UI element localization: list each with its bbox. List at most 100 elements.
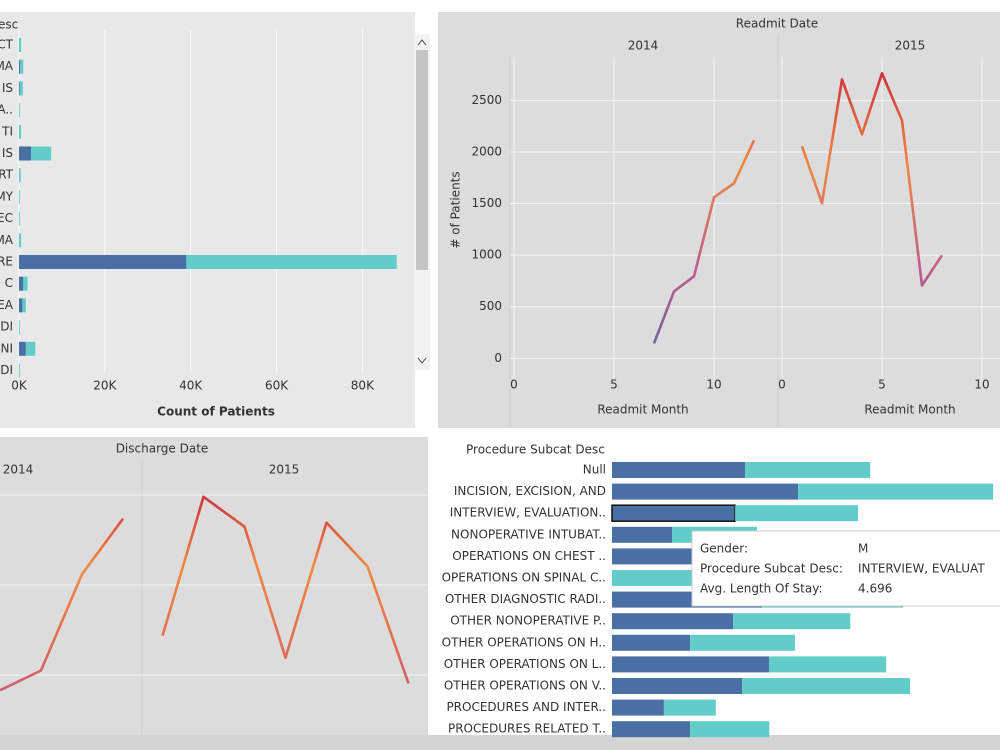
bar[interactable] [19, 320, 20, 335]
bar[interactable] [742, 678, 911, 694]
bar[interactable] [25, 341, 36, 356]
line [800, 72, 944, 287]
bottom-scrollbar[interactable] [0, 735, 1000, 750]
scroll-down[interactable] [417, 357, 427, 364]
category-label: OPERATIONS ON CHEST .. [452, 549, 606, 563]
tooltip-label: Gender: [700, 542, 748, 556]
scrollbar-thumb[interactable] [416, 50, 428, 270]
x-tick-label: 60K [265, 379, 289, 393]
bar[interactable] [690, 634, 795, 651]
bar[interactable] [690, 721, 770, 738]
category-label: PROCEDURES RELATED T.. [448, 722, 606, 736]
category-label: Null [583, 463, 606, 477]
x-axis-title: Readmit Month [864, 403, 955, 417]
x-axis-title: Count of Patients [157, 405, 275, 419]
x-tick-label: 5 [610, 378, 618, 392]
bar[interactable] [798, 483, 994, 500]
y-axis-title: # of Patients [449, 171, 463, 248]
y-tick-label: 2000 [471, 144, 502, 158]
bar[interactable] [19, 103, 20, 118]
category-label: DI [0, 320, 13, 334]
bar[interactable] [733, 613, 851, 630]
chart-title: esc [0, 18, 18, 32]
category-label: MA [0, 233, 14, 247]
bar[interactable] [612, 678, 743, 694]
panel-bg [438, 12, 1000, 428]
bar[interactable] [19, 298, 23, 313]
bar[interactable] [19, 233, 22, 248]
x-tick-label: 10 [974, 378, 989, 392]
x-tick-label: 0 [778, 378, 786, 392]
x-tick-label: 80K [351, 379, 375, 393]
x-tick-label: 10 [706, 378, 721, 392]
bar[interactable] [612, 656, 770, 673]
scroll-up[interactable] [417, 39, 427, 46]
line [0, 517, 125, 692]
x-tick-label: 20K [93, 379, 117, 393]
bar[interactable] [19, 211, 20, 226]
y-tick-label: 2500 [471, 93, 502, 107]
bar[interactable] [745, 462, 871, 478]
bar[interactable] [612, 548, 692, 565]
bar[interactable] [19, 168, 21, 183]
bar[interactable] [19, 276, 24, 291]
x-tick-label: 0K [11, 379, 28, 393]
bar[interactable] [19, 81, 23, 96]
bar[interactable] [19, 124, 22, 139]
chart-title: Readmit Date [736, 17, 818, 31]
bar[interactable] [663, 699, 716, 716]
bar[interactable] [19, 81, 20, 96]
category-label: RE [0, 255, 13, 269]
bar[interactable] [612, 613, 734, 630]
category-label: INCISION, EXCISION, AND [454, 484, 606, 498]
bar[interactable] [19, 341, 26, 356]
category-label: RT [0, 168, 14, 182]
category-label: OTHER OPERATIONS ON H.. [442, 635, 606, 649]
y-tick-label: 500 [479, 299, 502, 313]
bar[interactable] [612, 634, 691, 651]
category-label: D C [0, 276, 13, 290]
bar[interactable] [612, 721, 691, 738]
bar[interactable] [19, 38, 22, 52]
category-label: OTHER NONOPERATIVE P.. [450, 614, 606, 628]
bar[interactable] [19, 189, 20, 204]
category-label: TI [1, 124, 13, 138]
bar[interactable] [769, 656, 887, 673]
bar[interactable] [612, 462, 746, 478]
bar[interactable] [23, 276, 28, 291]
y-tick-label: 1000 [471, 248, 502, 262]
y-tick-label: 0 [494, 351, 502, 365]
line [652, 139, 756, 344]
bar[interactable] [612, 699, 664, 716]
x-tick-label: 5 [878, 378, 886, 392]
line [161, 495, 410, 684]
bar[interactable] [612, 483, 799, 500]
bar[interactable] [20, 59, 24, 74]
category-label: OTHER DIAGNOSTIC RADI.. [445, 592, 606, 606]
category-label: EC [0, 211, 13, 225]
bar[interactable] [31, 146, 52, 161]
bar[interactable] [612, 526, 673, 543]
bar[interactable] [611, 504, 736, 522]
chart-title: Procedure Subcat Desc [466, 443, 605, 457]
panel-bg [0, 12, 415, 428]
x-tick-label: 0 [510, 378, 518, 392]
category-label: DI [0, 363, 13, 377]
tooltip-value: 4.696 [858, 582, 892, 596]
category-label: MA [0, 59, 14, 73]
bar[interactable] [19, 146, 32, 161]
category-label: PROCEDURES AND INTER.. [446, 700, 606, 714]
bar[interactable] [19, 255, 187, 269]
pane-header: 2015 [269, 463, 300, 477]
tooltip-value: INTERVIEW, EVALUAT [858, 562, 985, 576]
category-label: A.. [0, 103, 13, 117]
bar[interactable] [19, 59, 21, 74]
bar[interactable] [735, 505, 859, 522]
chart-title: Discharge Date [116, 442, 209, 456]
pane-header: 2014 [628, 39, 659, 53]
bar[interactable] [22, 298, 26, 313]
category-label: OTHER OPERATIONS ON L.. [444, 657, 606, 671]
bar[interactable] [186, 255, 397, 269]
bar[interactable] [19, 363, 20, 378]
